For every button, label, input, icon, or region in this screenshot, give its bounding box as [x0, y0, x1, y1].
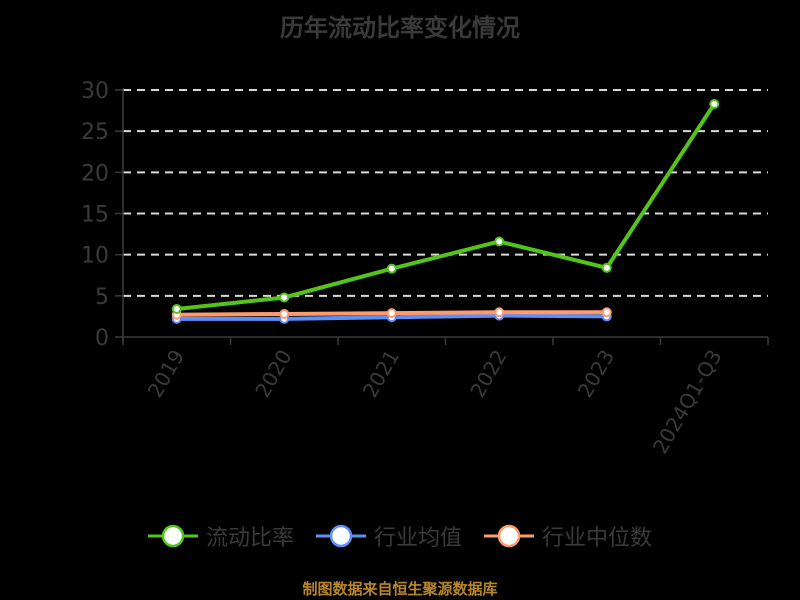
legend-marker-icon [484, 524, 534, 548]
x-tick-label: 2024Q1-Q3 [648, 346, 727, 458]
x-tick-label: 2020 [250, 346, 296, 402]
data-point[interactable] [171, 304, 182, 315]
y-tick-label: 15 [81, 203, 109, 228]
x-tick-label: 2022 [465, 346, 511, 402]
line-chart: 0 5 10 15 20 25 30 2019 2020 2021 2022 2023 2024Q1-Q… [81, 79, 769, 458]
data-point[interactable] [279, 292, 290, 303]
data-point[interactable] [494, 307, 505, 318]
x-tick-label: 2019 [143, 346, 189, 402]
y-tick-label: 5 [95, 285, 109, 310]
data-point[interactable] [601, 262, 612, 273]
y-tick-label: 30 [81, 79, 109, 104]
data-point[interactable] [386, 263, 397, 274]
y-tick-label: 10 [81, 244, 109, 269]
y-tick-label: 25 [81, 120, 109, 145]
x-tick-label: 2023 [573, 346, 619, 402]
x-tick-label: 2021 [358, 346, 404, 402]
legend: 流动比率 行业均值 行业中位数 [0, 520, 800, 552]
series-line [176, 102, 716, 311]
legend-item[interactable]: 行业均值 [315, 520, 462, 552]
legend-label: 行业中位数 [542, 526, 653, 551]
legend-marker-icon [147, 524, 198, 548]
legend-item[interactable]: 流动比率 [147, 520, 294, 552]
legend-item[interactable]: 行业中位数 [484, 520, 652, 552]
y-tick-label: 0 [95, 326, 109, 351]
data-point[interactable] [279, 308, 290, 319]
y-tick-label: 20 [81, 161, 109, 186]
data-point[interactable] [709, 98, 720, 109]
legend-label: 流动比率 [205, 526, 294, 551]
legend-label: 行业均值 [373, 526, 462, 551]
source-note: 制图数据来自恒生聚源数据库 [302, 580, 498, 598]
data-point[interactable] [494, 236, 505, 247]
legend-marker-icon [315, 524, 366, 548]
data-point[interactable] [386, 308, 397, 319]
data-point[interactable] [601, 307, 612, 318]
chart-title: 历年流动比率变化情况 [280, 14, 520, 42]
